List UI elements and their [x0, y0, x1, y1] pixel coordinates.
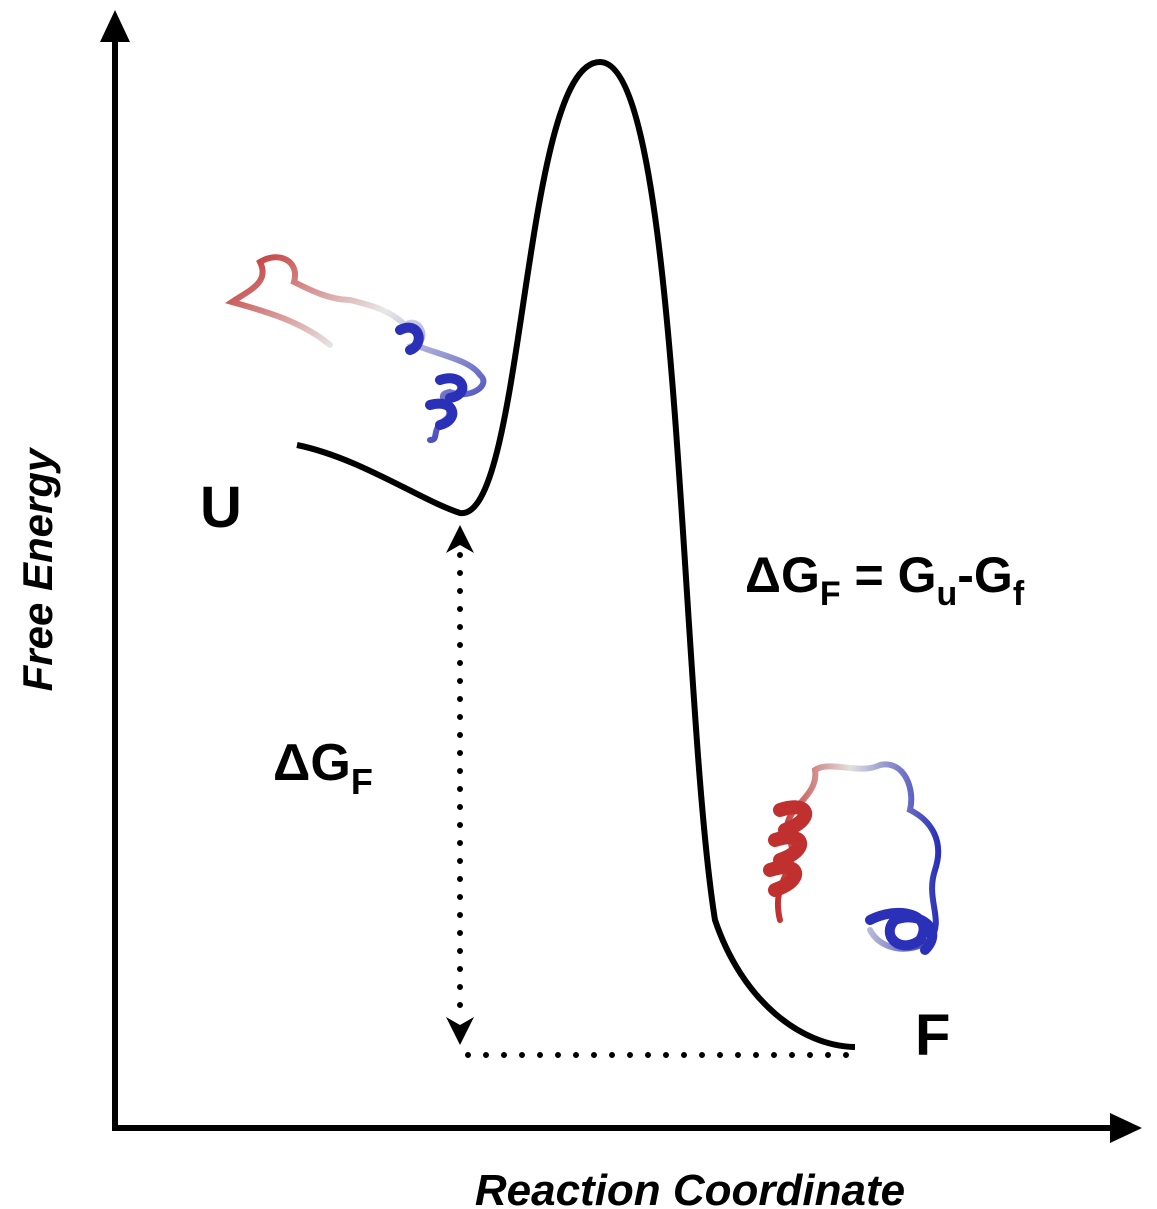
x-axis-arrow — [1110, 1113, 1142, 1143]
energy-curve — [296, 58, 856, 1050]
arrow-up — [446, 525, 474, 553]
state-u: U — [200, 475, 242, 540]
unfolded-protein — [224, 254, 487, 443]
equation: ΔGF = Gu-Gf — [745, 547, 1025, 613]
eq-lhs: ΔG — [745, 547, 820, 603]
state-f: F — [915, 1003, 950, 1068]
eq-minus: -G — [957, 547, 1013, 603]
folded-protein — [763, 761, 942, 955]
x-axis-label: Reaction Coordinate — [475, 1166, 905, 1209]
y-axis-label: Free Energy — [14, 446, 61, 691]
delta-g-sub: F — [351, 761, 373, 802]
eq-g2-sub: f — [1013, 575, 1025, 613]
eq-g1-sub: u — [937, 575, 958, 613]
y-axis-arrow — [100, 10, 130, 42]
eq-lhs-sub: F — [820, 575, 841, 613]
delta-g-main: ΔG — [273, 734, 351, 792]
arrow-down — [446, 1017, 474, 1045]
delta-g-label: ΔGF — [273, 734, 373, 802]
eq-eq: = G — [841, 547, 937, 603]
